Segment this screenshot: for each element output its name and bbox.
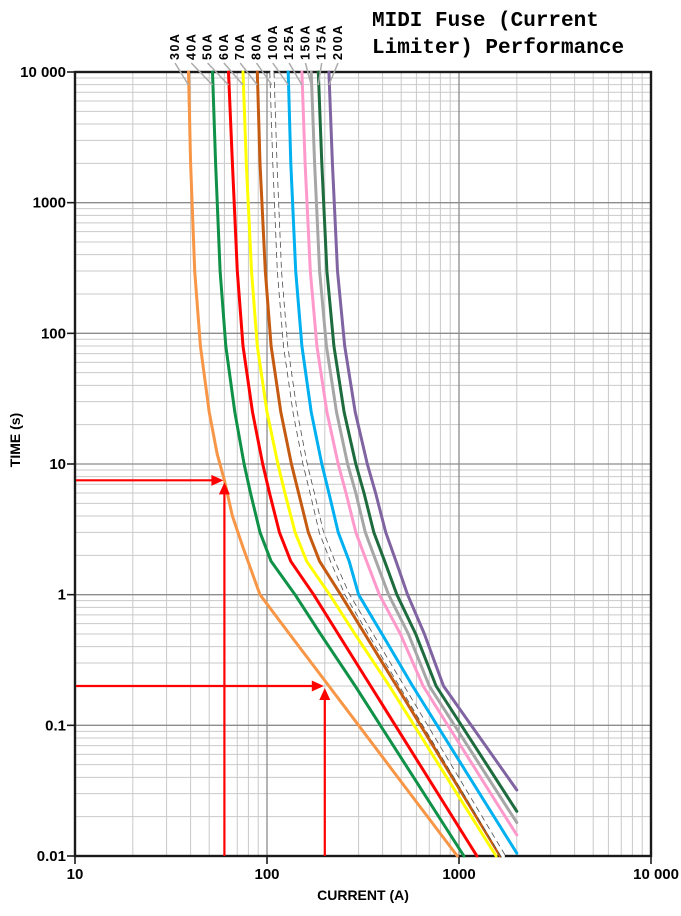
curve-100a — [286, 70, 519, 855]
curve-label-200a: 200A — [331, 24, 345, 60]
curve-125a — [300, 70, 519, 837]
curve-label-50a: 50A — [201, 33, 215, 60]
fuse-curves — [187, 70, 519, 858]
axis-tick-marks — [67, 71, 652, 864]
curve-60a — [241, 70, 498, 858]
x-tick-label: 10 — [67, 866, 84, 883]
chart-title-line-2: Limiter) Performance — [372, 37, 624, 60]
leader-line-100a — [272, 62, 289, 86]
y-tick-label: 1000 — [33, 195, 66, 212]
curve-label-150a: 150A — [298, 24, 312, 60]
y-tick-label: 10 — [49, 456, 66, 473]
x-tick-label: 100 — [254, 866, 279, 883]
curve-50a — [227, 70, 479, 858]
y-tick-label: 10 000 — [20, 64, 66, 81]
curve-label-125a: 125A — [282, 24, 296, 60]
y-tick-label: 100 — [41, 325, 66, 342]
curve-70a — [255, 70, 502, 858]
curve-40a — [211, 70, 466, 858]
leader-line-200a — [328, 62, 339, 86]
y-tick-label: 0.01 — [37, 848, 66, 865]
curve-labels: 30A 40A 50A 60A 70A 80A 100A 125A 150A 175A 200A — [168, 24, 345, 60]
annotation-1-up-arrowhead-icon — [319, 687, 331, 700]
leader-line-30a — [174, 62, 190, 86]
leader-line-60a — [223, 62, 244, 86]
curve-200a — [327, 70, 519, 792]
grid-major-lines — [75, 72, 651, 856]
curve-label-175a: 175A — [315, 24, 329, 60]
y-tick-label: 0.1 — [45, 717, 66, 734]
curve-label-80a: 80A — [250, 33, 264, 60]
leader-line-80a — [255, 62, 273, 86]
curve-80a — [270, 70, 505, 858]
annotation-0-right-arrowhead-icon — [211, 474, 224, 486]
red-annotation-arrows — [76, 474, 331, 856]
curve-150a — [309, 70, 519, 825]
x-tick-label: 1000 — [442, 866, 475, 883]
leader-line-70a — [239, 62, 258, 86]
y-axis-title: TIME (s) — [7, 413, 23, 467]
x-tick-label: 10 000 — [633, 866, 679, 883]
chart-title-line-1: MIDI Fuse (Current — [372, 10, 599, 33]
annotation-0-up-arrowhead-icon — [218, 482, 230, 495]
curve-label-70a: 70A — [233, 33, 247, 60]
leader-line-50a — [207, 62, 230, 86]
axis-tick-labels: 10 100 1000 10 000 10 000 1000 100 10 1 0.1 0.01 — [20, 64, 679, 883]
curve-175a — [316, 70, 519, 813]
y-tick-label: 1 — [58, 587, 66, 604]
curve-30a — [187, 70, 459, 858]
leader-line-150a — [304, 62, 312, 86]
curve-label-100a: 100A — [266, 24, 280, 60]
curve-label-60a: 60A — [217, 33, 231, 60]
leader-line-175a — [317, 62, 323, 86]
curve-label-30a: 30A — [168, 33, 182, 60]
curve-label-40a: 40A — [184, 33, 198, 60]
leader-line-125a — [288, 62, 303, 86]
leader-line-40a — [190, 62, 214, 86]
curve-label-leader-lines — [174, 62, 339, 86]
x-axis-title: CURRENT (A) — [317, 887, 409, 903]
annotation-1-right-arrowhead-icon — [311, 680, 324, 692]
